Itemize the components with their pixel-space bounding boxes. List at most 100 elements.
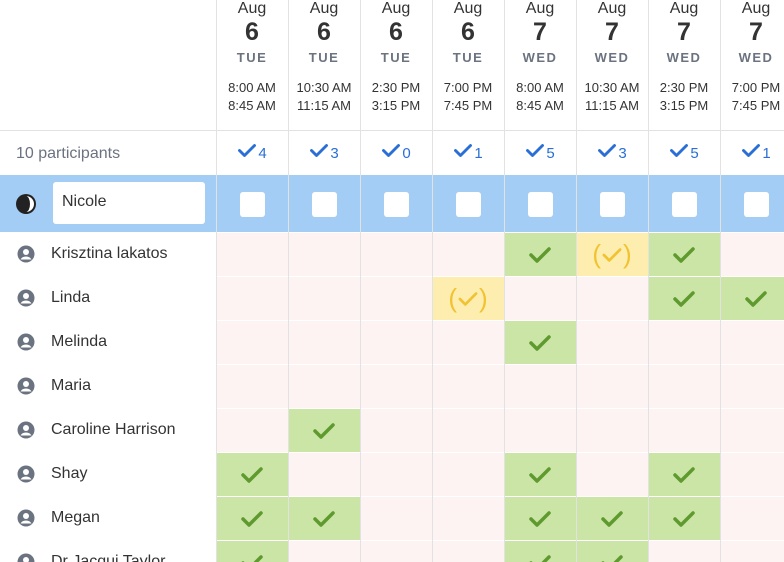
vote-cell (720, 276, 784, 320)
yes-count: 1 (762, 144, 771, 162)
vote-checkbox[interactable] (744, 192, 769, 217)
vote-checkbox[interactable] (384, 192, 409, 217)
participant-row: Dr Jacqui Taylor (0, 540, 216, 562)
check-icon (741, 142, 761, 164)
start-time: 8:00 AM (228, 80, 276, 95)
vote-cell (432, 232, 504, 276)
column-divider (288, 0, 289, 562)
vote-cell: () (576, 232, 648, 276)
count-cell: 5 (504, 130, 576, 175)
person-icon (17, 289, 35, 312)
yes-count: 5 (546, 144, 555, 162)
participant-name: Dr Jacqui Taylor (51, 553, 166, 562)
check-icon (525, 142, 545, 164)
vote-cell (360, 364, 432, 408)
participant-name: Megan (51, 509, 100, 526)
vote-cell (504, 364, 576, 408)
vote-cell (720, 232, 784, 276)
day: 7 (749, 18, 763, 46)
person-icon (17, 465, 35, 488)
vote-cell (288, 276, 360, 320)
check-icon (597, 142, 617, 164)
column-divider (648, 0, 649, 562)
end-time: 3:15 PM (659, 98, 709, 113)
person-icon (17, 333, 35, 356)
vote-cell (576, 364, 648, 408)
count-cell: 3 (288, 130, 360, 175)
vote-cell (288, 320, 360, 364)
vote-cell (288, 364, 360, 408)
weekday: TUE (380, 50, 412, 65)
vote-checkbox[interactable] (240, 192, 265, 217)
vote-cell (432, 496, 504, 540)
participant-row: Caroline Harrison (0, 408, 216, 452)
check-icon (309, 142, 329, 164)
column-divider (576, 0, 577, 562)
vote-cell (360, 276, 432, 320)
start-time: 2:30 PM (371, 80, 421, 95)
vote-checkbox[interactable] (528, 192, 553, 217)
end-time: 11:15 AM (585, 98, 639, 113)
vote-cell (216, 232, 288, 276)
participant-row: Megan (0, 496, 216, 540)
start-time: 8:00 AM (516, 80, 564, 95)
day: 6 (317, 18, 331, 46)
end-time: 7:45 PM (443, 98, 493, 113)
user-avatar (16, 194, 36, 214)
month: Aug (669, 0, 699, 17)
check-icon (669, 142, 689, 164)
end-time: 7:45 PM (731, 98, 781, 113)
participant-row: Linda (0, 276, 216, 320)
vote-cell (432, 452, 504, 496)
count-cell: 3 (576, 130, 648, 175)
check-icon (381, 142, 401, 164)
vote-cell (504, 408, 576, 452)
vote-cell (648, 496, 720, 540)
vote-checkbox[interactable] (600, 192, 625, 217)
vote-cell (288, 540, 360, 562)
yes-count: 5 (690, 144, 699, 162)
vote-cell (360, 320, 432, 364)
yes-count: 3 (618, 144, 627, 162)
vote-cell (576, 408, 648, 452)
count-cell: 1 (432, 130, 504, 175)
participant-row: Melinda (0, 320, 216, 364)
name-input[interactable]: Nicole (53, 182, 205, 224)
vote-cell (432, 364, 504, 408)
end-time: 3:15 PM (371, 98, 421, 113)
end-time: 8:45 AM (516, 98, 564, 113)
start-time: 10:30 AM (584, 80, 640, 95)
vote-cell (576, 320, 648, 364)
yes-count: 1 (474, 144, 483, 162)
weekday: TUE (452, 50, 484, 65)
weekday: WED (594, 50, 630, 65)
column-divider (504, 0, 505, 562)
vote-cell (216, 408, 288, 452)
check-icon (453, 142, 473, 164)
vote-cell (360, 232, 432, 276)
weekday: WED (522, 50, 558, 65)
vote-checkbox[interactable] (456, 192, 481, 217)
vote-cell (504, 452, 576, 496)
vote-cell (216, 540, 288, 562)
vote-cell (360, 452, 432, 496)
vote-cell (216, 320, 288, 364)
month: Aug (741, 0, 771, 17)
end-time: 8:45 AM (228, 98, 276, 113)
vote-checkbox[interactable] (672, 192, 697, 217)
vote-cell (504, 276, 576, 320)
column-divider (432, 0, 433, 562)
vote-cell (720, 364, 784, 408)
day: 7 (677, 18, 691, 46)
vote-checkbox[interactable] (312, 192, 337, 217)
participants-count: 10 participants (16, 145, 121, 162)
person-icon (17, 245, 35, 268)
month: Aug (381, 0, 411, 17)
end-time: 11:15 AM (297, 98, 351, 113)
day: 6 (245, 18, 259, 46)
vote-cell (720, 496, 784, 540)
column-divider (360, 0, 361, 562)
day: 7 (533, 18, 547, 46)
vote-cell (288, 408, 360, 452)
participant-row: Shay (0, 452, 216, 496)
